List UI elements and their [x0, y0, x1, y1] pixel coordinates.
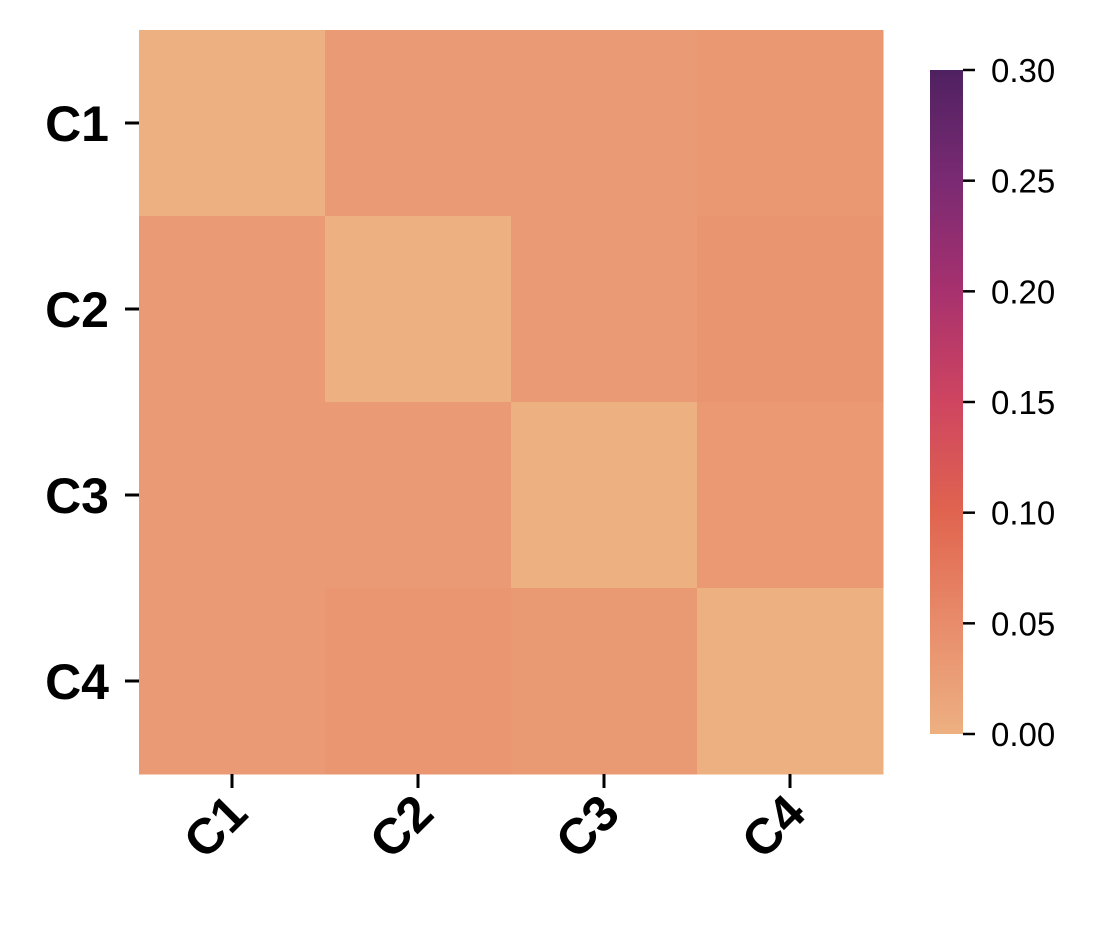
x-tick-label: C2	[359, 784, 444, 869]
heatmap-cell-C3-C1	[139, 402, 326, 589]
heatmap-cell-C4-C2	[325, 588, 512, 775]
colorbar-tick-label: 0.10	[991, 495, 1055, 532]
heatmap-cell-C4-C4	[697, 588, 884, 775]
heatmap-cell-C3-C3	[511, 402, 698, 589]
colorbar-gradient	[930, 70, 963, 734]
colorbar-tick-label: 0.00	[991, 716, 1055, 753]
heatmap-cell-C3-C4	[697, 402, 884, 589]
heatmap-cells	[139, 30, 884, 775]
colorbar-ticks: 0.00 0.05 0.10 0.15 0.20 0.25 0.30	[963, 52, 1055, 753]
x-axis: C1 C2 C3 C4	[173, 774, 816, 869]
y-tick-label: C1	[45, 96, 109, 152]
heatmap-cell-C2-C2	[325, 216, 512, 403]
colorbar-tick-label: 0.25	[991, 163, 1055, 200]
heatmap-cell-C1-C3	[511, 30, 698, 217]
heatmap-cell-C4-C1	[139, 588, 326, 775]
y-axis: C1 C2 C3 C4	[45, 96, 139, 710]
heatmap-cell-C1-C4	[697, 30, 884, 217]
heatmap-cell-C2-C3	[511, 216, 698, 403]
heatmap-cell-C2-C1	[139, 216, 326, 403]
heatmap-cell-C2-C4	[697, 216, 884, 403]
x-tick-label: C3	[545, 784, 630, 869]
colorbar: 0.00 0.05 0.10 0.15 0.20 0.25 0.30	[930, 52, 1055, 753]
heatmap-cell-C1-C1	[139, 30, 326, 217]
colorbar-tick-label: 0.15	[991, 384, 1055, 421]
x-tick-label: C4	[731, 784, 816, 869]
heatmap-cell-C3-C2	[325, 402, 512, 589]
colorbar-tick-label: 0.30	[991, 52, 1055, 89]
y-tick-label: C4	[45, 654, 109, 710]
colorbar-tick-label: 0.05	[991, 605, 1055, 642]
x-tick-label: C1	[173, 784, 258, 869]
heatmap-cell-C1-C2	[325, 30, 512, 217]
heatmap-cell-C4-C3	[511, 588, 698, 775]
y-tick-label: C2	[45, 282, 109, 338]
y-tick-label: C3	[45, 468, 109, 524]
colorbar-tick-label: 0.20	[991, 273, 1055, 310]
